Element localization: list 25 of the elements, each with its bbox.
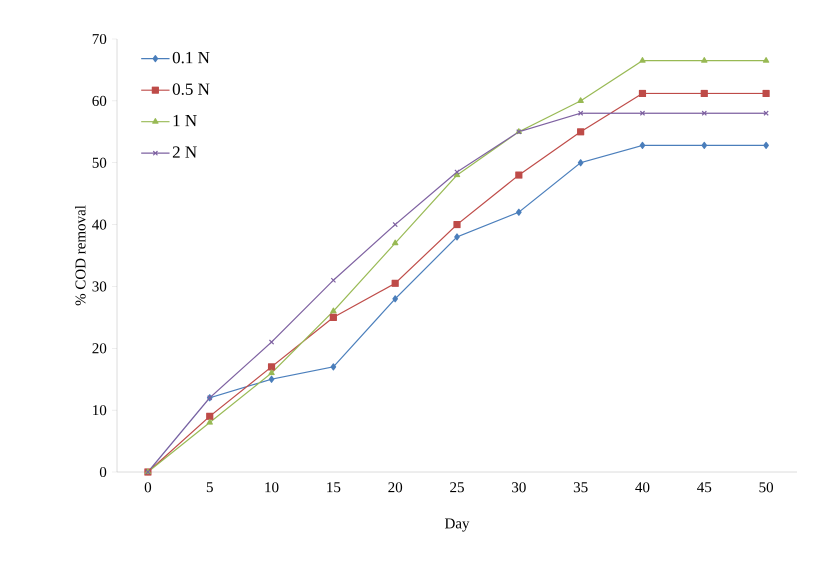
legend-label: 2 N [172, 146, 197, 158]
x-tick-label: 50 [759, 482, 774, 492]
y-tick-label: 0 [100, 466, 106, 478]
x-tick-label: 20 [388, 482, 402, 492]
y-tick-label: 30 [92, 281, 106, 292]
y-tick-label: 20 [92, 343, 106, 354]
y-axis-title: % COD removal [75, 205, 86, 306]
x-tick-label: 40 [635, 482, 650, 492]
x-tick-label: 25 [450, 482, 464, 492]
x-tick-label: 45 [697, 482, 712, 492]
x-tick-label: 35 [574, 482, 588, 492]
x-tick-label: 30 [512, 482, 526, 492]
y-tick-label: 10 [93, 405, 106, 416]
y-tick-label: 40 [92, 220, 106, 230]
legend-label: 0.1 N [172, 52, 210, 64]
y-tick-label: 50 [92, 158, 106, 168]
x-axis-title: Day [444, 518, 470, 532]
x-tick-label: 0 [144, 482, 152, 492]
x-tick-label: 15 [327, 482, 340, 492]
y-tick-label: 60 [92, 96, 106, 106]
x-tick-label: 10 [265, 482, 278, 492]
y-tick-label: 70 [92, 34, 106, 44]
legend-label: 1 N [174, 114, 197, 126]
x-tick-label: 5 [206, 482, 213, 492]
legend-label: 0.5 N [172, 83, 210, 95]
